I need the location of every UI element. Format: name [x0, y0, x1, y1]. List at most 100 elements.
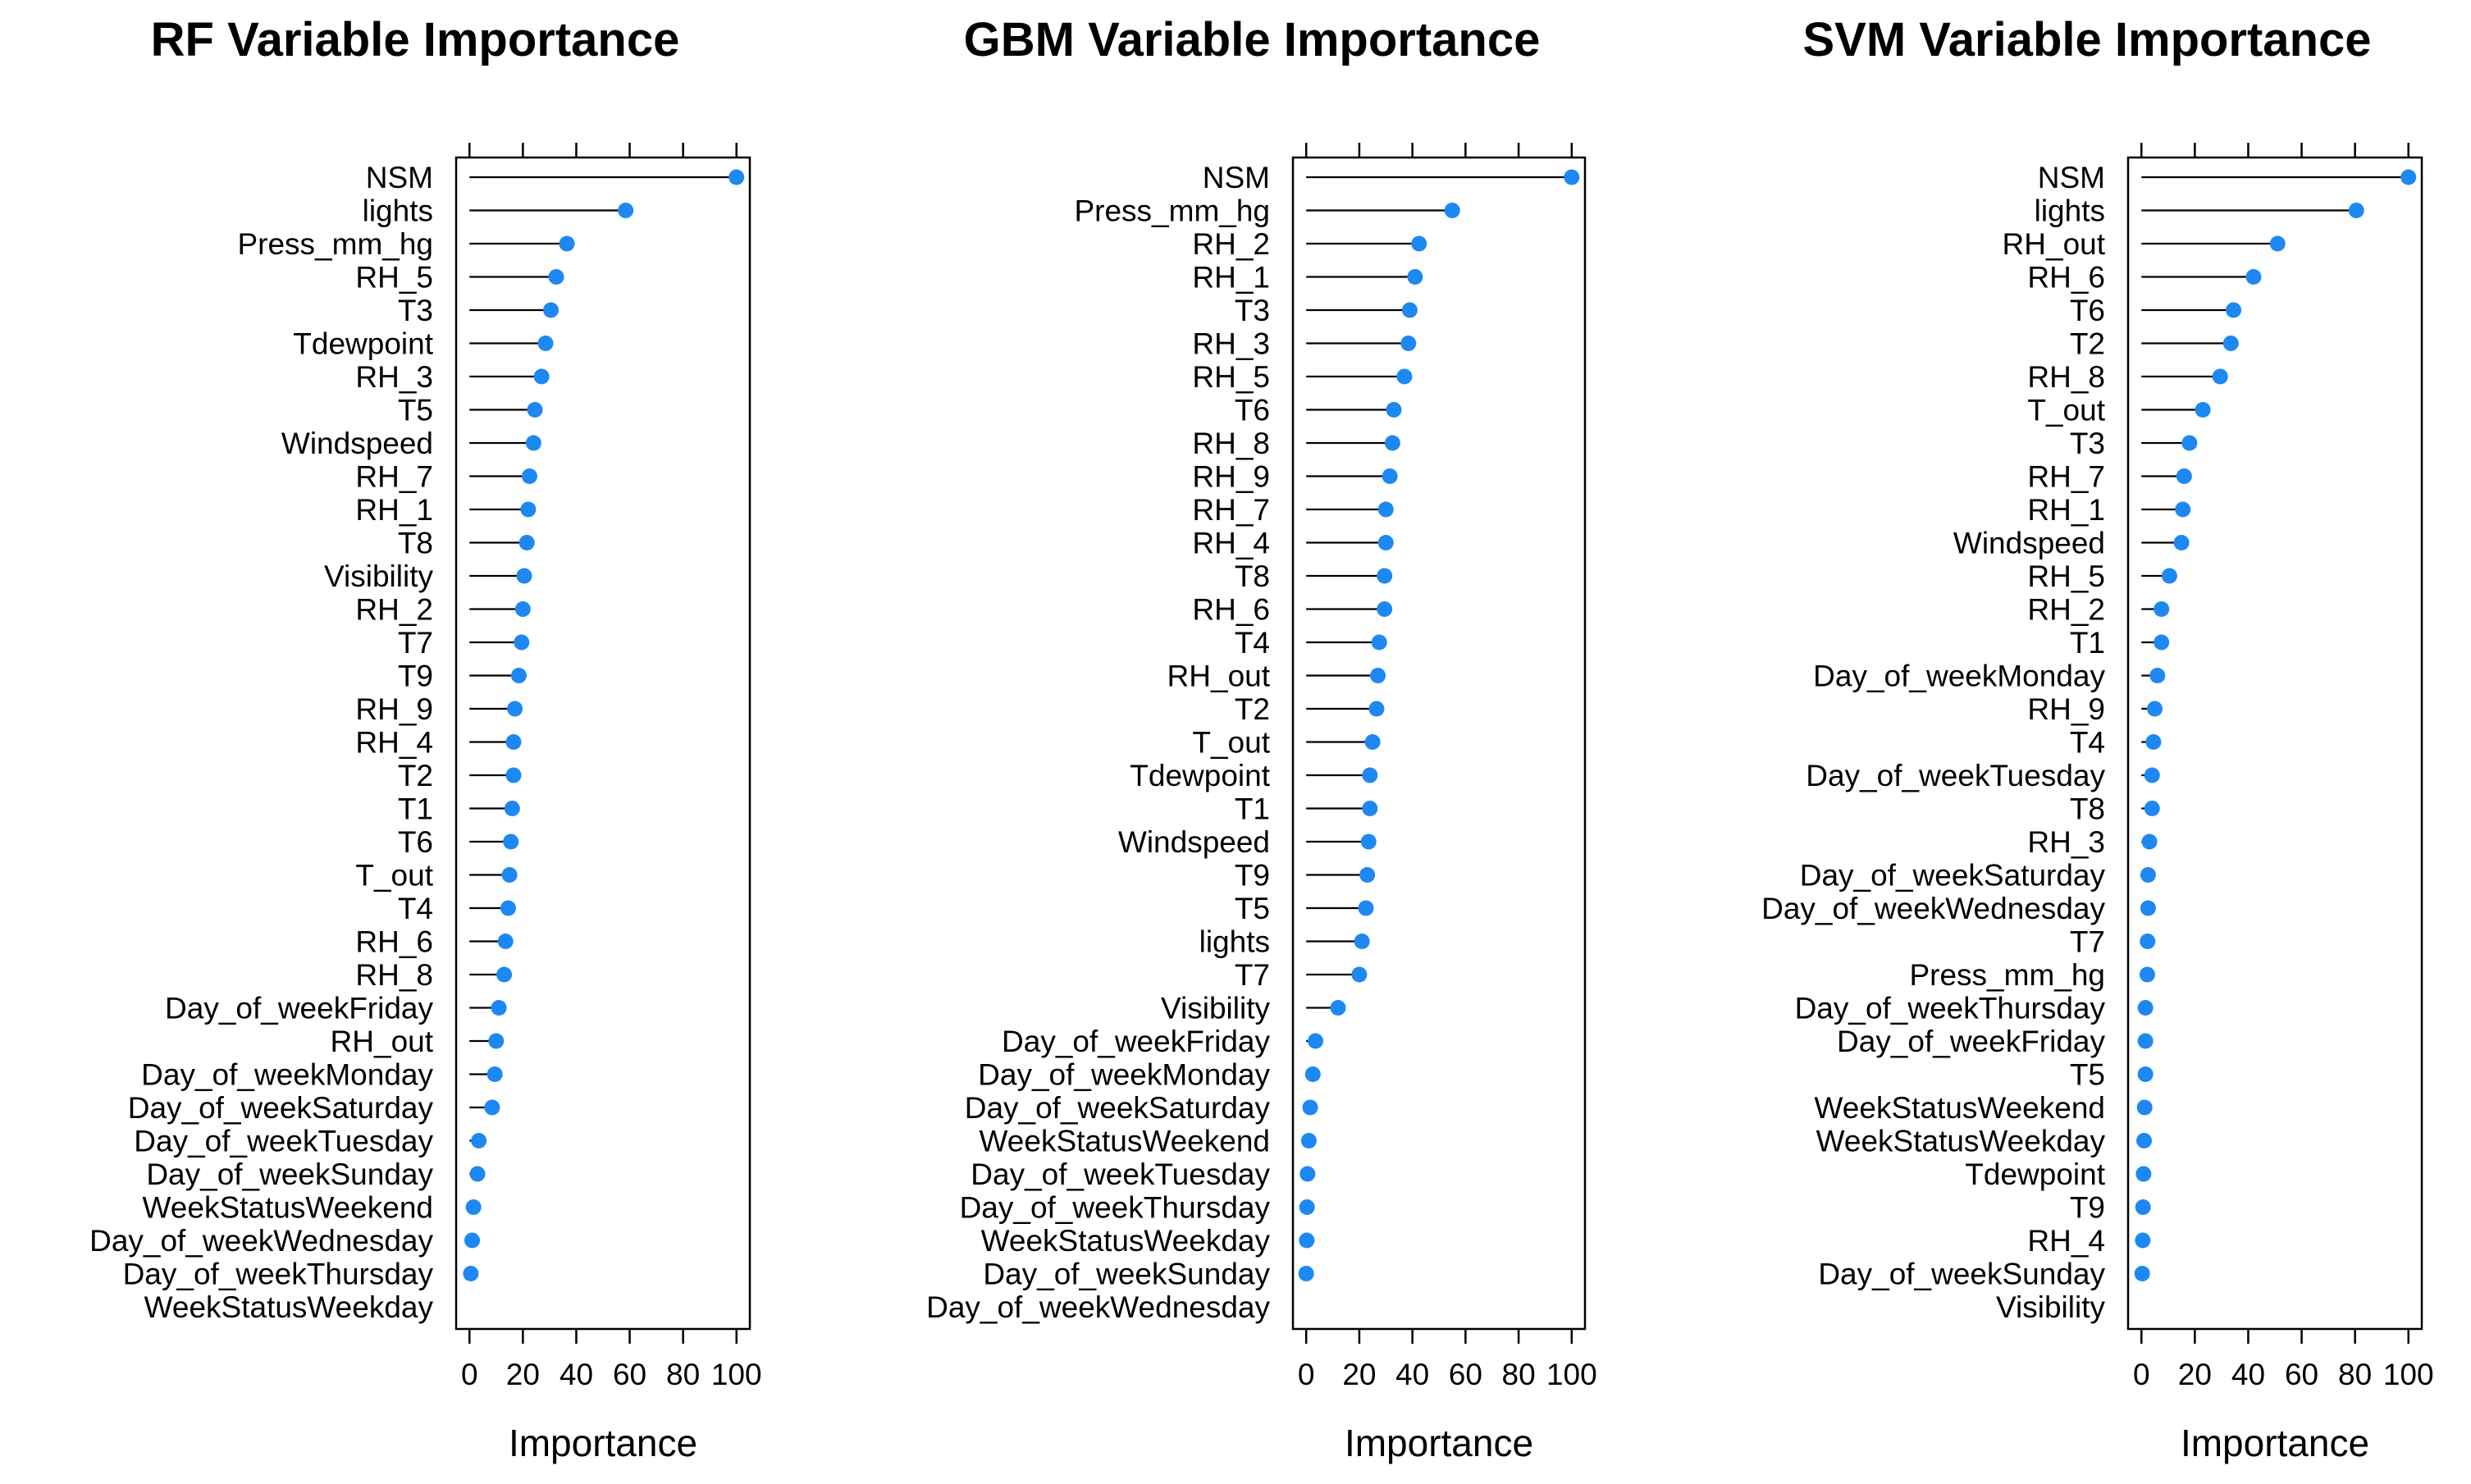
importance-point: [1396, 368, 1413, 385]
category-label: T2: [1235, 692, 1270, 726]
x-tick-label: 20: [1342, 1358, 1376, 1391]
category-label: Day_of_weekFriday: [1837, 1025, 2105, 1058]
importance-point: [1377, 568, 1393, 584]
category-label: Tdewpoint: [293, 327, 433, 361]
category-label: RH_out: [331, 1025, 434, 1058]
importance-point: [1354, 934, 1370, 949]
importance-point: [2212, 368, 2228, 385]
importance-point: [486, 1066, 503, 1082]
category-label: T4: [398, 892, 433, 925]
importance-point: [1382, 468, 1398, 484]
category-label: RH_1: [2027, 493, 2105, 527]
importance-point: [2173, 535, 2190, 550]
category-label: RH_out: [2003, 227, 2106, 261]
importance-point: [2400, 169, 2417, 185]
x-tick-label: 40: [2231, 1358, 2265, 1391]
category-label: T4: [1235, 626, 1270, 660]
category-label: WeekStatusWeekday: [1816, 1125, 2106, 1158]
category-label: T_out: [2027, 394, 2105, 427]
category-label: Visibility: [1161, 992, 1270, 1025]
category-label: RH_2: [2027, 593, 2105, 627]
category-label: Press_mm_hg: [1074, 194, 1270, 228]
importance-point: [463, 1266, 479, 1281]
category-label: RH_8: [2027, 360, 2105, 394]
importance-point: [2149, 668, 2166, 683]
category-label: Day_of_weekFriday: [1002, 1025, 1270, 1058]
category-label: RH_4: [355, 726, 433, 760]
plot-frame: [1291, 156, 1587, 1331]
importance-point: [1299, 1166, 1316, 1182]
x-tick-label: 0: [1298, 1358, 1315, 1391]
importance-point: [2245, 269, 2262, 285]
category-label: RH_4: [2027, 1224, 2105, 1258]
x-tick-label: 100: [2383, 1358, 2434, 1391]
category-label: Windspeed: [1953, 527, 2105, 560]
category-label: T5: [398, 394, 433, 427]
x-tick-label: 60: [1449, 1358, 1482, 1391]
category-label: RH_out: [1167, 660, 1271, 693]
importance-point: [2147, 701, 2163, 717]
category-label: NSM: [1203, 161, 1270, 194]
category-label: Visibility: [1996, 1290, 2105, 1324]
category-label: T_out: [355, 859, 433, 893]
category-label: T8: [2070, 792, 2105, 826]
category-label: Day_of_weekSunday: [1818, 1258, 2105, 1291]
category-label: Day_of_weekSunday: [983, 1258, 1270, 1291]
category-label: Windspeed: [281, 427, 433, 460]
importance-point: [488, 1033, 505, 1049]
importance-point: [2137, 1066, 2154, 1082]
category-label: RH_3: [1192, 327, 1270, 361]
importance-point: [1386, 402, 1402, 418]
category-label: RH_1: [1192, 261, 1270, 295]
importance-point: [465, 1199, 482, 1215]
category-label: RH_3: [2027, 825, 2105, 859]
category-label: RH_1: [355, 493, 433, 527]
importance-point: [2139, 966, 2155, 983]
importance-point: [2144, 801, 2160, 816]
importance-point: [559, 235, 575, 252]
importance-point: [1360, 833, 1377, 850]
importance-point: [1362, 767, 1378, 783]
category-label: Day_of_weekSaturday: [128, 1091, 434, 1125]
category-label: T9: [1235, 859, 1270, 893]
x-tick-label: 40: [1395, 1358, 1429, 1391]
category-label: RH_7: [355, 460, 433, 494]
category-label: RH_5: [1192, 360, 1270, 394]
category-label: Day_of_weekFriday: [165, 992, 433, 1025]
x-tick-label: 0: [2133, 1358, 2150, 1391]
importance-point: [497, 934, 514, 949]
category-label: Day_of_weekWednesday: [926, 1290, 1270, 1324]
category-label: T6: [2070, 294, 2105, 327]
importance-point: [469, 1166, 486, 1182]
importance-point: [520, 501, 537, 518]
category-label: T1: [398, 792, 433, 826]
importance-point: [1407, 269, 1423, 285]
category-label: NSM: [366, 161, 433, 194]
category-label: RH_6: [1192, 593, 1270, 627]
importance-point: [548, 269, 564, 285]
importance-point: [1370, 668, 1386, 683]
importance-point: [1564, 169, 1580, 185]
importance-point: [510, 668, 527, 683]
importance-point: [505, 734, 522, 750]
importance-point: [2145, 734, 2162, 750]
importance-point: [2226, 302, 2242, 318]
category-label: T1: [1235, 792, 1270, 826]
category-label: WeekStatusWeekday: [144, 1290, 434, 1324]
category-label: lights: [363, 194, 433, 228]
importance-point: [2134, 1266, 2150, 1281]
category-label: NSM: [2038, 161, 2105, 194]
category-label: Day_of_weekThursday: [1795, 992, 2106, 1025]
importance-point: [1364, 734, 1381, 750]
importance-point: [522, 468, 537, 484]
importance-point: [1377, 535, 1394, 550]
chart-panel: SVM Variable Importance 0 20 40 60 80 100 Impor…: [1761, 13, 2434, 1464]
category-label: Day_of_weekSaturday: [965, 1091, 1271, 1125]
importance-point: [2140, 934, 2156, 949]
importance-point: [1308, 1033, 1324, 1049]
importance-point: [2176, 468, 2192, 484]
plot-frame: [2126, 156, 2423, 1331]
importance-point: [2137, 1000, 2154, 1016]
x-tick-label: 100: [711, 1358, 762, 1391]
category-label: WeekStatusWeekend: [143, 1191, 433, 1225]
